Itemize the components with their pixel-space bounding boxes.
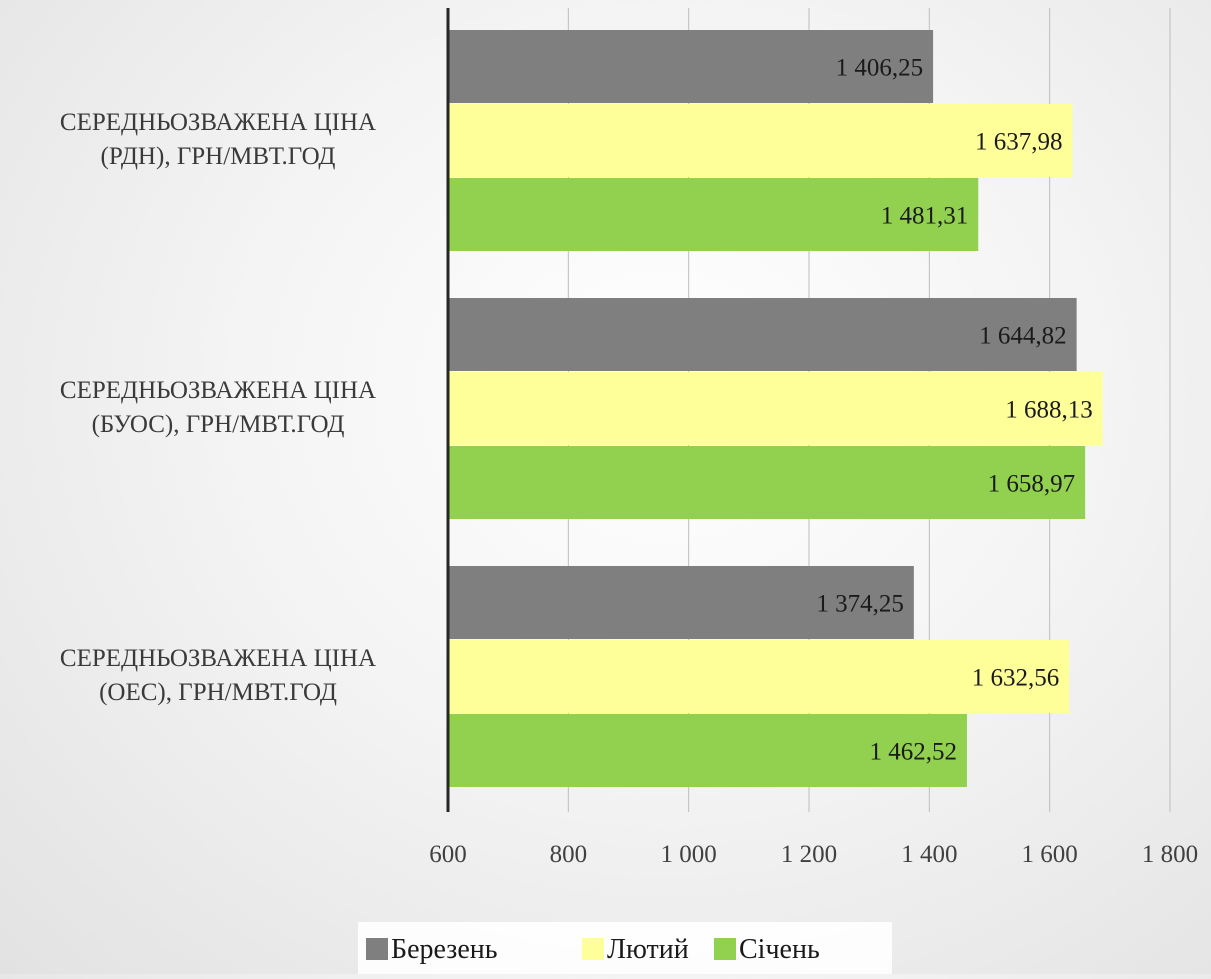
data-label: 1 644,82 [979,323,1067,350]
bar-1-2 [448,640,1070,713]
category-label: СЕРЕДНЬОЗВАЖЕНА ЦІНА [60,645,376,672]
data-label: 1 374,25 [816,591,904,618]
data-label: 1 462,52 [869,739,957,766]
bar-2-0 [448,178,979,251]
legend-background [358,922,892,974]
x-tick-label: 1 600 [1022,841,1078,868]
legend-swatch [366,938,388,960]
category-labels: СЕРЕДНЬОЗВАЖЕНА ЦІНА (РДН), ГРН/МВТ.ГОД СЕ… [60,109,376,706]
data-label: 1 658,97 [988,471,1076,498]
category-label: СЕРЕДНЬОЗВАЖЕНА ЦІНА [60,377,376,404]
data-label: 1 406,25 [836,55,924,82]
bar-0-2 [448,566,914,639]
bar-0-1 [448,298,1077,371]
legend-entry: Лютий [607,934,689,965]
data-label: 1 632,56 [972,665,1060,692]
legend: Березень Лютий Січень [358,922,892,974]
x-tick-label: 1 200 [781,841,837,868]
x-tick-labels: 600 800 1 000 1 200 1 400 1 600 1 800 [429,841,1198,868]
bar-0-0 [448,30,934,103]
data-label: 1 637,98 [975,129,1063,156]
x-tick-label: 600 [429,841,467,868]
category-label: СЕРЕДНЬОЗВАЖЕНА ЦІНА [60,109,376,136]
x-tick-label: 1 000 [661,841,717,868]
category-label: (БУОС), ГРН/МВТ.ГОД [92,411,345,438]
legend-entry: Березень [391,934,498,965]
bars: 1 406,25 1 637,98 1 481,31 1 644,82 1 688,13… [448,30,1103,787]
data-label: 1 688,13 [1005,397,1093,424]
bar-2-1 [448,446,1086,519]
data-label: 1 481,31 [881,203,969,230]
category-label: (РДН), ГРН/МВТ.ГОД [101,143,336,170]
category-label: (ОЕС), ГРН/МВТ.ГОД [99,679,337,706]
bar-1-0 [448,104,1073,177]
x-tick-label: 800 [550,841,588,868]
x-tick-label: 1 400 [901,841,957,868]
legend-swatch [714,938,736,960]
bar-1-1 [448,372,1103,445]
legend-entry: Січень [739,934,820,965]
x-tick-label: 1 800 [1142,841,1198,868]
legend-swatch [582,938,604,960]
bar-2-2 [448,714,967,787]
